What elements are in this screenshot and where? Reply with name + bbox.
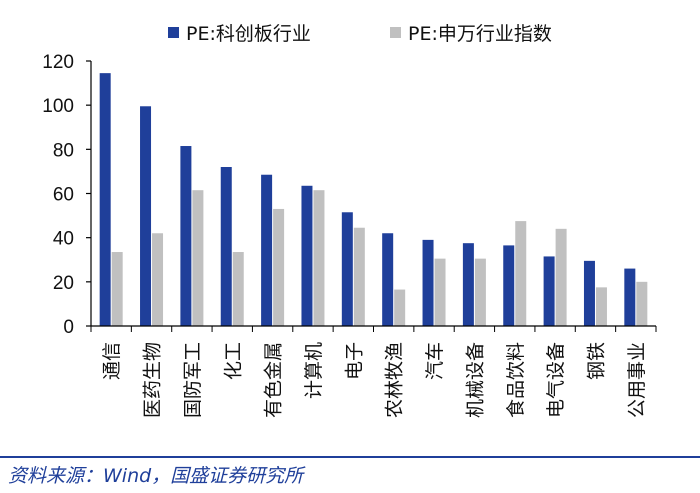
bar-s1-7 xyxy=(394,289,406,326)
bar-s0-2 xyxy=(180,146,192,326)
x-category-label-12: 钢铁 xyxy=(585,342,607,380)
y-tick-label-5: 100 xyxy=(42,96,74,117)
bar-s1-10 xyxy=(515,221,527,326)
bar-s1-13 xyxy=(636,281,648,326)
bar-s0-7 xyxy=(382,233,394,326)
y-tick-label-4: 80 xyxy=(53,140,74,161)
x-category-label-9: 机械设备 xyxy=(464,342,486,418)
x-category-label-8: 汽车 xyxy=(424,342,446,380)
bar-s0-11 xyxy=(543,256,555,326)
bar-chart: PE:科创板行业 PE:申万行业指数 0 20 40 60 80 100 120 通信 医药生物… xyxy=(42,23,657,418)
x-category-label-1: 医药生物 xyxy=(142,342,164,418)
legend-label-0: PE:科创板行业 xyxy=(186,23,311,45)
bar-s1-0 xyxy=(111,252,123,326)
bar-s0-6 xyxy=(341,212,353,326)
bar-s0-12 xyxy=(583,260,595,326)
source-divider xyxy=(0,456,700,458)
y-tick-label-3: 60 xyxy=(53,185,74,206)
bar-s0-5 xyxy=(301,185,313,326)
y-tick-label-0: 0 xyxy=(63,317,74,338)
y-axis: 0 20 40 60 80 100 120 xyxy=(42,52,92,338)
source-note: 资料来源：Wind，国盛证券研究所 xyxy=(8,465,304,487)
bar-s0-9 xyxy=(462,243,474,326)
x-category-label-2: 国防军工 xyxy=(182,342,204,418)
x-category-label-0: 通信 xyxy=(101,342,123,380)
legend-swatch-1 xyxy=(390,27,401,38)
x-category-label-4: 有色金属 xyxy=(263,342,285,418)
x-category-label-10: 食品饮料 xyxy=(505,342,527,418)
bar-s1-2 xyxy=(192,190,204,326)
bar-s0-10 xyxy=(503,245,515,326)
bar-s1-3 xyxy=(232,252,244,326)
bar-s1-1 xyxy=(152,233,164,326)
x-category-label-13: 公用事业 xyxy=(626,342,648,418)
bar-s1-4 xyxy=(273,208,285,326)
x-category-label-11: 电气设备 xyxy=(545,342,567,418)
y-tick-label-1: 20 xyxy=(53,273,74,294)
bar-s1-8 xyxy=(434,258,446,326)
legend-swatch-0 xyxy=(168,27,179,38)
legend: PE:科创板行业 PE:申万行业指数 xyxy=(168,23,552,45)
bar-s0-4 xyxy=(261,174,273,326)
bar-s0-13 xyxy=(624,268,636,326)
bar-s0-1 xyxy=(140,106,152,326)
x-axis: 通信 医药生物 国防军工 化工 有色金属 计算机 电子 农林牧渔 汽车 机械设备 食品饮料 电气设备钢… xyxy=(90,325,657,418)
bar-s0-8 xyxy=(422,239,434,326)
y-tick-label-2: 40 xyxy=(53,229,74,250)
x-category-label-5: 计算机 xyxy=(303,342,325,399)
bar-s0-3 xyxy=(220,167,232,326)
bar-s0-0 xyxy=(99,73,111,326)
y-tick-label-6: 120 xyxy=(42,52,74,73)
x-category-label-7: 农林牧渔 xyxy=(384,342,406,418)
bar-s1-11 xyxy=(555,228,567,326)
bars xyxy=(99,73,648,326)
bar-s1-12 xyxy=(595,287,607,326)
bar-s1-6 xyxy=(353,227,365,326)
x-category-label-3: 化工 xyxy=(222,342,244,380)
x-category-label-6: 电子 xyxy=(343,342,365,380)
legend-label-1: PE:申万行业指数 xyxy=(408,23,552,45)
bar-s1-9 xyxy=(474,258,486,326)
bar-s1-5 xyxy=(313,190,325,326)
